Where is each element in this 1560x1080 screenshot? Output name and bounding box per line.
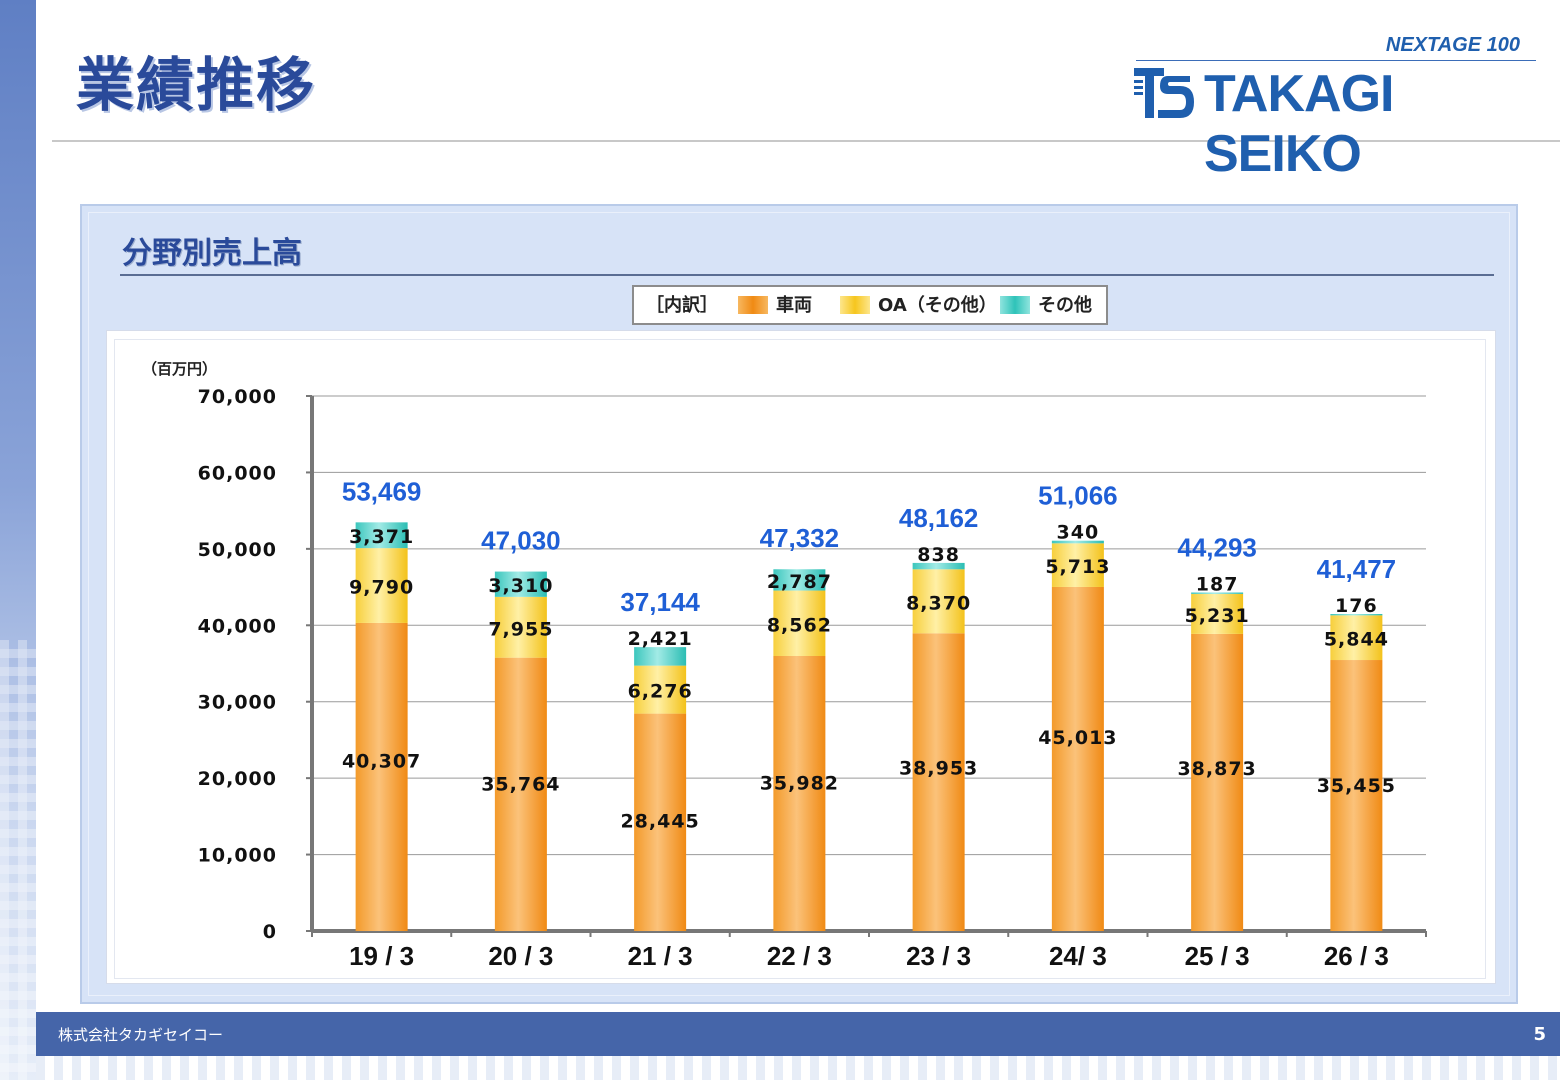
bar-segment-other [634,647,687,666]
legend-swatch-other [1000,296,1030,314]
y-tick-label: 20,000 [198,768,277,790]
total-label: 47,332 [760,523,840,553]
bar-segment-oa [1330,615,1383,661]
legend-label-oa: OA（その他） [878,295,997,316]
total-label: 44,293 [1177,532,1257,562]
total-label: 51,066 [1038,481,1118,511]
bar-segment-other [912,562,965,570]
title-divider [52,140,1560,142]
value-label-oa: 7,955 [488,618,553,640]
x-tick-label: 19 / 3 [349,941,414,971]
x-tick-label: 24/ 3 [1049,941,1107,971]
total-label: 48,162 [899,503,979,533]
value-label-other: 3,371 [349,526,414,548]
y-tick-label: 10,000 [198,845,277,867]
value-label-vehicle: 40,307 [342,751,421,773]
value-label-vehicle: 35,764 [481,774,560,796]
value-label-other: 187 [1196,573,1239,595]
footer-company-name: 株式会社タカギセイコー [58,1026,224,1044]
chart-legend: ［内訳］ 車両 OA（その他） その他 [632,285,1108,325]
x-tick-label: 23 / 3 [906,941,971,971]
logo-wordmark: TAKAGI SEIKO [1204,65,1394,183]
logo-rule [1136,60,1536,61]
value-label-oa: 5,713 [1045,556,1110,578]
bar-segment-vehicle [355,622,408,931]
legend-swatch-oa [840,296,870,314]
y-tick-label: 30,000 [198,692,277,714]
bar-segment-vehicle [912,633,965,931]
y-tick-label: 70,000 [198,386,277,408]
x-tick-label: 20 / 3 [488,941,553,971]
x-tick-label: 26 / 3 [1324,941,1389,971]
bar-segment-oa [1191,593,1244,634]
bar-segment-oa [634,665,687,714]
value-label-vehicle: 45,013 [1038,727,1117,749]
value-label-other: 2,421 [628,628,693,650]
footer-bar: 株式会社タカギセイコー 5 [36,1012,1560,1056]
bar-segment-other [1051,540,1104,544]
x-tick-label: 21 / 3 [628,941,693,971]
total-label: 47,030 [481,526,561,556]
value-label-vehicle: 38,953 [899,758,978,780]
bar-segment-vehicle [634,713,687,931]
company-logo: NEXTAGE 100 TAKAGI SEIKO [1132,30,1542,183]
legend-swatch-vehicle [738,296,768,314]
section-divider [120,274,1494,276]
bar-segment-oa [355,548,408,623]
value-label-oa: 5,844 [1324,629,1389,651]
legend-label-vehicle: 車両 [776,295,812,316]
value-label-oa: 6,276 [628,681,693,703]
value-label-vehicle: 28,445 [620,811,699,833]
value-label-other: 340 [1057,522,1100,544]
y-tick-label: 50,000 [198,539,277,561]
legend-item-oa: OA（その他） [840,295,997,317]
bottom-decoration [36,1056,1560,1080]
legend-item-vehicle: 車両 [738,295,812,317]
y-unit-label: （百万円） [142,360,217,378]
x-tick-label: 22 / 3 [767,941,832,971]
y-tick-label: 40,000 [198,615,277,637]
bar-segment-vehicle [1330,660,1383,931]
y-tick-label: 60,000 [198,462,277,484]
value-label-oa: 8,562 [767,614,832,636]
total-label: 41,477 [1317,554,1397,584]
legend-label-other: その他 [1038,295,1092,316]
side-decoration-strip [0,0,36,1080]
section-title: 分野別売上高 [122,236,302,271]
bar-segment-other [1330,614,1383,616]
total-label: 37,144 [620,587,700,617]
y-tick-label: 0 [263,921,277,943]
value-label-other: 838 [917,544,960,566]
value-label-vehicle: 38,873 [1177,758,1256,780]
legend-header: ［内訳］ [646,295,718,316]
bar-segment-vehicle [494,657,547,931]
bar-segment-vehicle [1051,586,1104,931]
total-label: 53,469 [342,476,422,506]
bar-segment-oa [1051,543,1104,587]
bar-segment-vehicle [1191,633,1244,931]
x-tick-label: 25 / 3 [1185,941,1250,971]
bar-segment-oa [773,590,826,656]
bar-segment-other [494,571,547,597]
bar-segment-other [1191,592,1244,594]
page-number: 5 [1533,1024,1546,1045]
value-label-vehicle: 35,455 [1317,775,1396,797]
value-label-other: 3,310 [488,575,553,597]
value-label-vehicle: 35,982 [760,772,839,794]
bar-segment-oa [494,596,547,658]
logo-tagline: NEXTAGE 100 [1385,34,1520,56]
legend-item-other: その他 [1000,295,1092,317]
ts-logo-icon [1134,68,1194,118]
value-label-other: 2,787 [767,571,832,593]
value-label-other: 176 [1335,595,1378,617]
bar-segment-other [355,522,408,549]
value-label-oa: 5,231 [1185,605,1250,627]
bar-segment-other [773,569,826,591]
bar-segment-oa [912,569,965,634]
value-label-oa: 8,370 [906,592,971,614]
bar-segment-vehicle [773,655,826,931]
value-label-oa: 9,790 [349,577,414,599]
page-title: 業績推移 [76,51,317,119]
